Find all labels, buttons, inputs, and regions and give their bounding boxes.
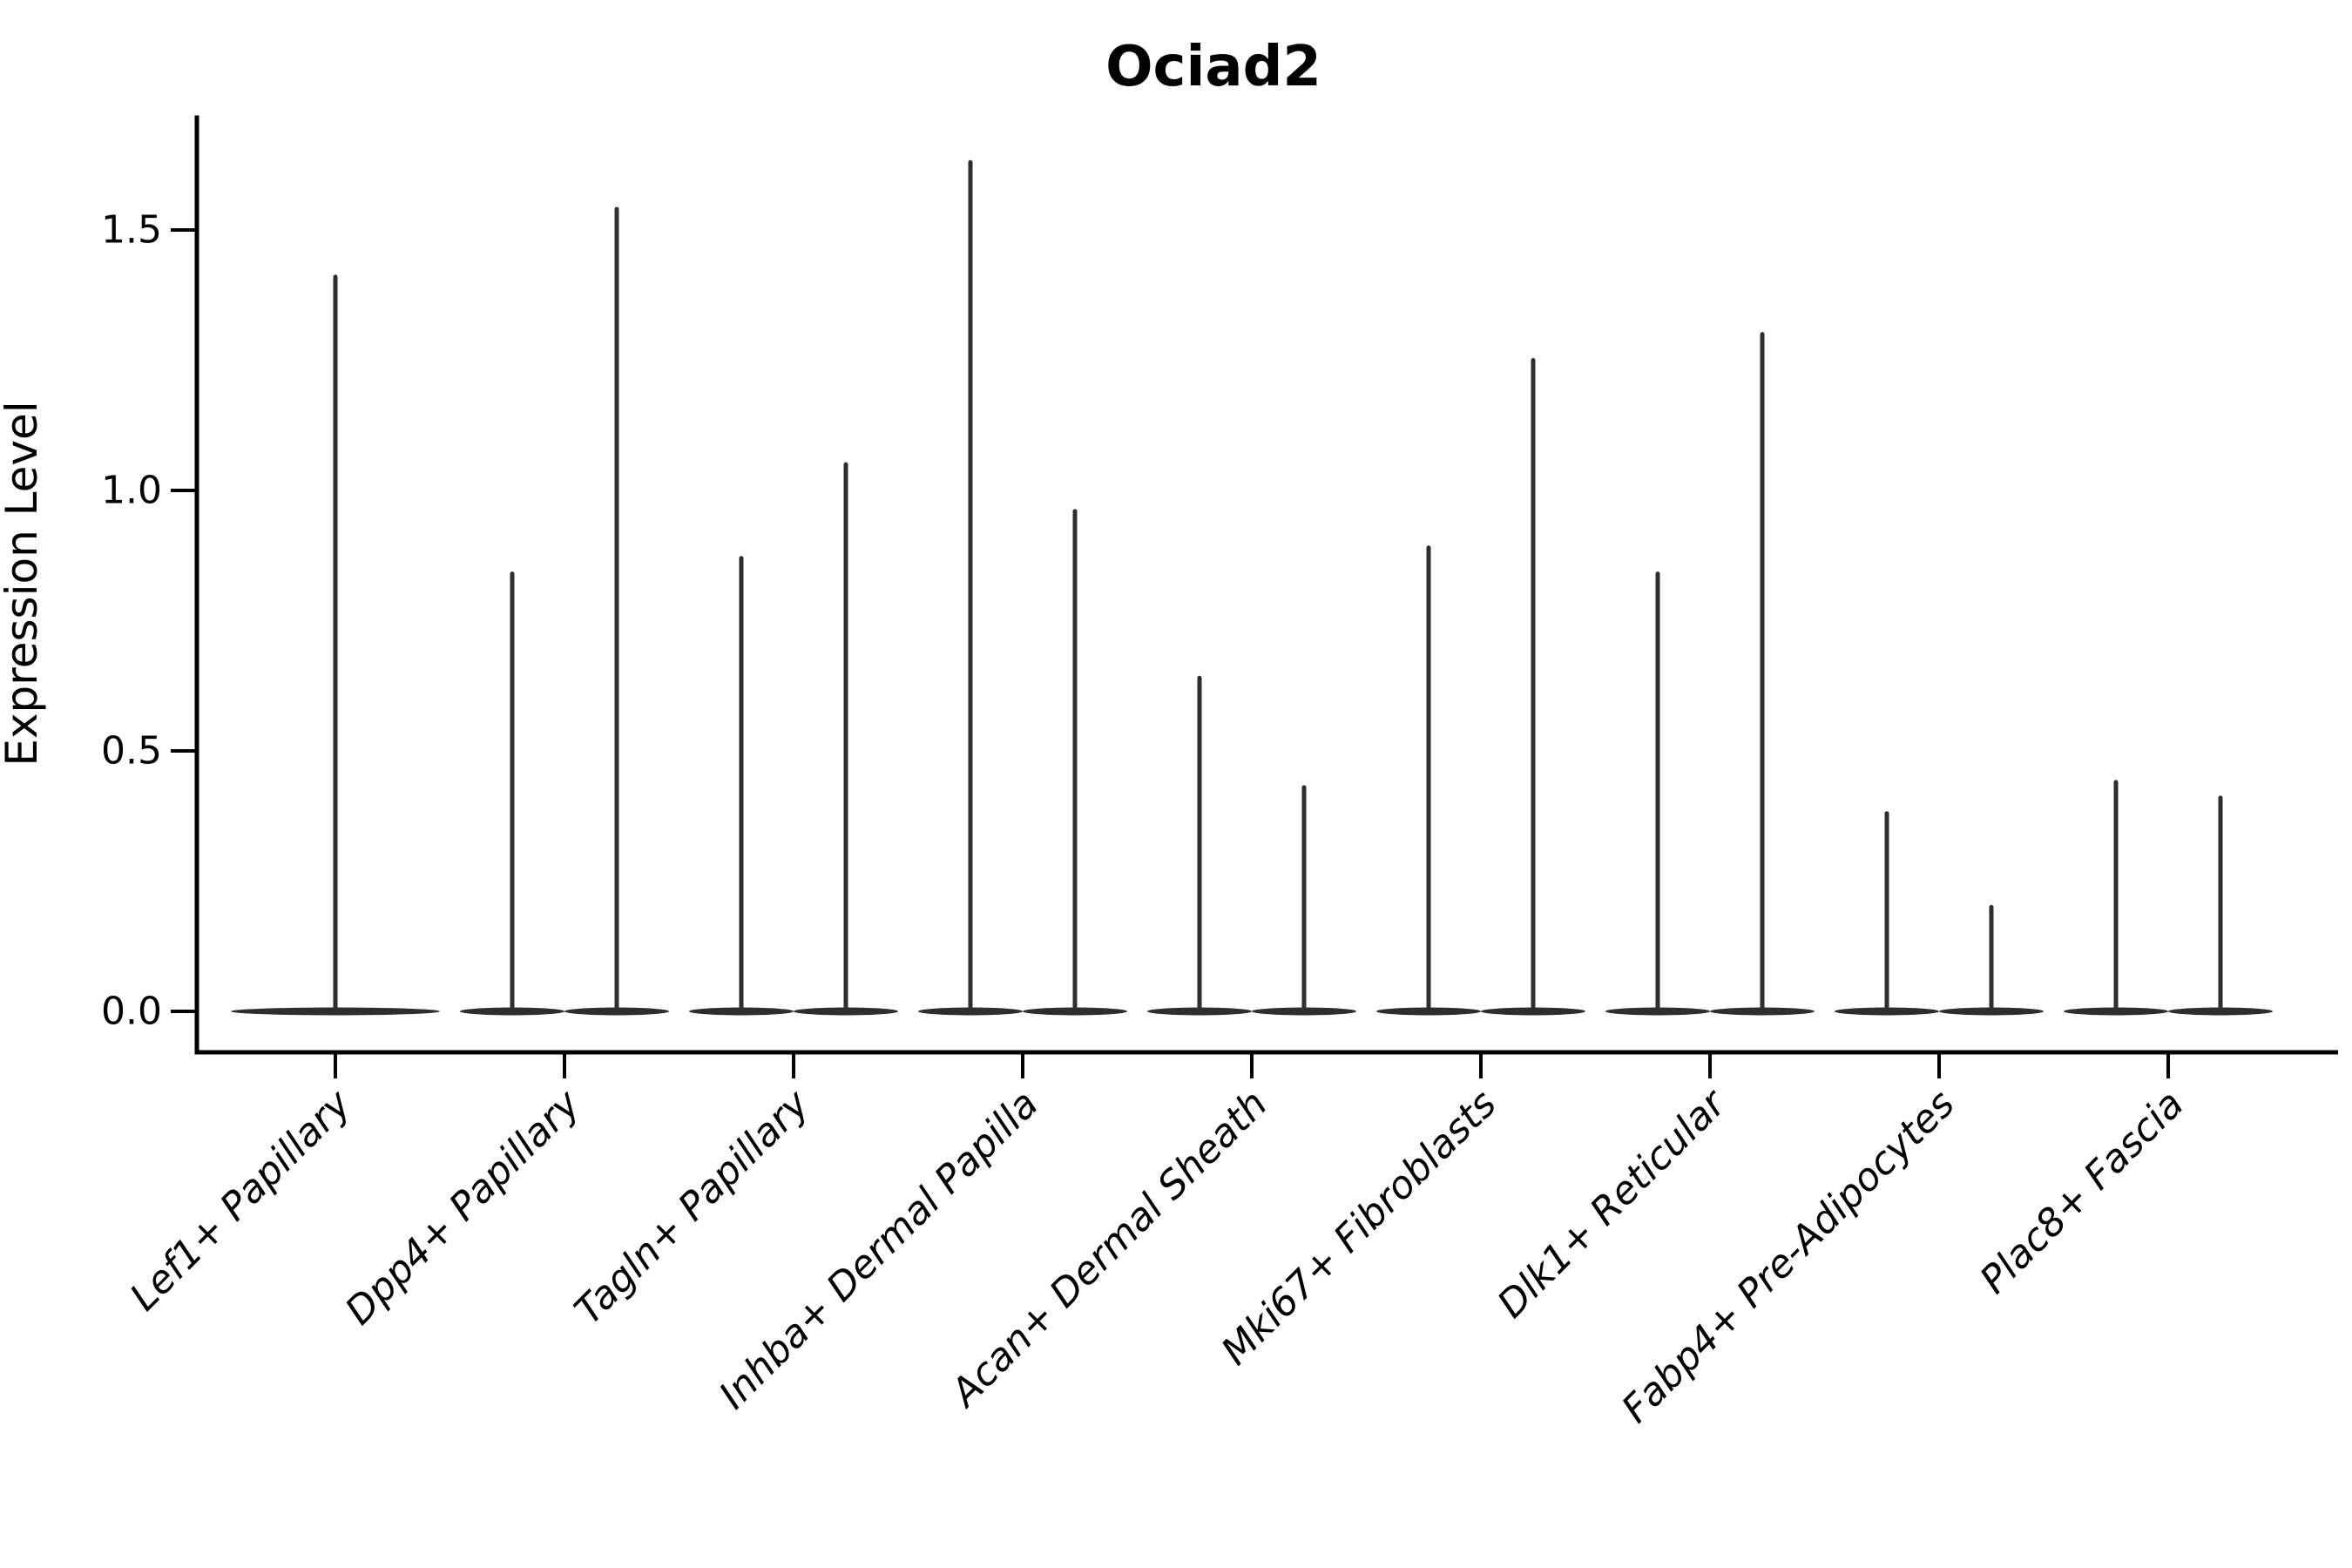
y-tick-label: 0.5 bbox=[101, 729, 162, 774]
violins-layer bbox=[231, 159, 2273, 1016]
y-tick-label: 0.0 bbox=[101, 990, 162, 1034]
violin-body bbox=[460, 1007, 564, 1016]
x-tick-label: Dlk1+ Reticular bbox=[1489, 1080, 1735, 1327]
x-tick-label: Tagln+ Papillary bbox=[566, 1081, 818, 1333]
violin-body bbox=[1710, 1007, 1815, 1016]
violin-body bbox=[918, 1007, 1023, 1016]
violin-body bbox=[231, 1007, 440, 1016]
x-tick-label: Dpp4+ Papillary bbox=[337, 1081, 590, 1334]
y-axis-title: Expression Level bbox=[0, 401, 47, 766]
violin-body bbox=[1939, 1007, 2044, 1016]
violin-body bbox=[1376, 1007, 1481, 1016]
violin-body bbox=[564, 1007, 669, 1016]
y-tick-label: 1.5 bbox=[101, 208, 162, 253]
violin-body bbox=[1252, 1007, 1356, 1016]
violin-body bbox=[794, 1007, 898, 1016]
chart-title: Ociad2 bbox=[1105, 35, 1321, 99]
violin-body bbox=[1023, 1007, 1127, 1016]
violin-body bbox=[1605, 1007, 1710, 1016]
violin-body bbox=[2064, 1007, 2168, 1016]
violin-body bbox=[1835, 1007, 1939, 1016]
violin-body bbox=[2168, 1007, 2273, 1016]
y-tick-label: 1.0 bbox=[101, 469, 162, 513]
violin-body bbox=[1147, 1007, 1252, 1016]
x-tick-label: Plac8+ Fascia bbox=[1971, 1082, 2192, 1302]
violin-body bbox=[689, 1007, 794, 1016]
violin-body bbox=[1481, 1007, 1585, 1016]
x-tick-label: Lef1+ Papillary bbox=[122, 1081, 361, 1320]
